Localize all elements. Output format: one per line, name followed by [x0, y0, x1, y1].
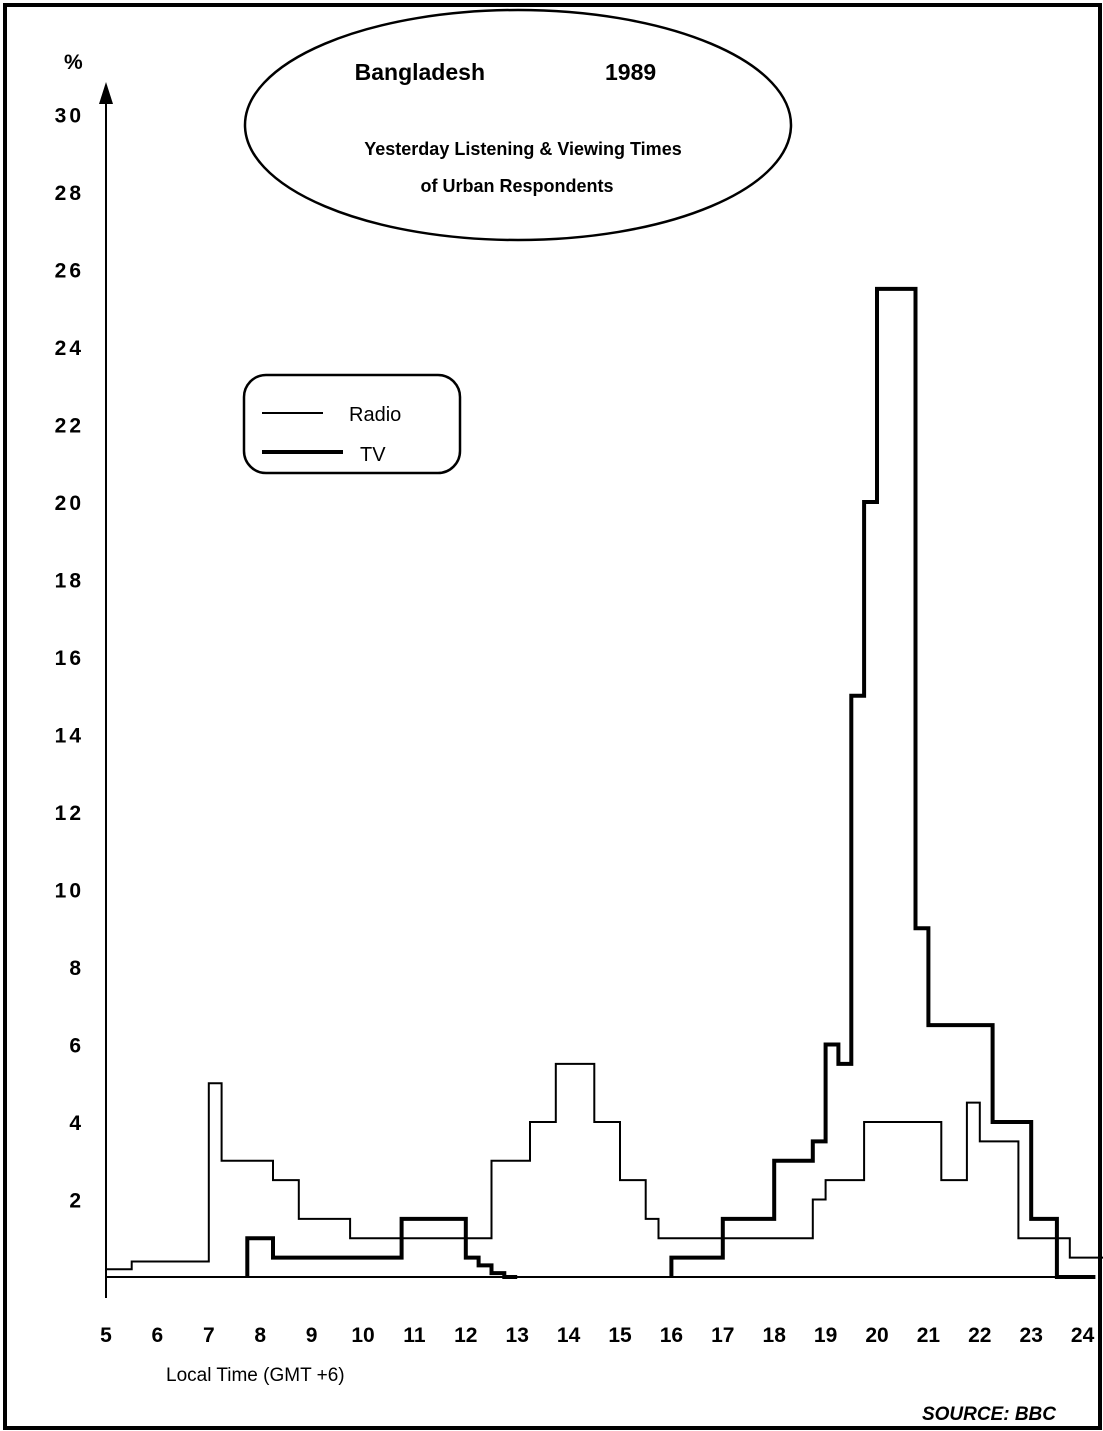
y-axis-unit-label: % [64, 51, 83, 74]
y-tick-label: 10 [55, 880, 84, 903]
y-tick-label: 20 [55, 492, 84, 515]
x-tick-label: 24 [1071, 1324, 1095, 1347]
series-line-tv [245, 286, 1096, 1279]
y-tick-label: 22 [55, 415, 84, 438]
x-tick-label: 8 [254, 1324, 266, 1347]
x-tick-label: 19 [814, 1324, 837, 1347]
legend-label-radio: Radio [349, 404, 401, 426]
y-axis-arrow-icon [99, 82, 113, 104]
title-ellipse [243, 8, 793, 242]
chart-frame [3, 3, 1102, 1430]
x-tick-label: 15 [608, 1324, 632, 1347]
y-tick-label: 18 [55, 570, 84, 593]
legend-label-tv: TV [360, 444, 386, 466]
x-tick-label: 13 [506, 1324, 529, 1347]
x-tick-label: 12 [454, 1324, 477, 1347]
chart-subtitle-line2: of Urban Respondents [420, 176, 613, 196]
x-axis-label: Local Time (GMT +6) [166, 1365, 345, 1386]
x-tick-label: 7 [203, 1324, 215, 1347]
x-tick-label: 22 [968, 1324, 991, 1347]
x-tick-label: 10 [351, 1324, 374, 1347]
y-tick-label: 30 [55, 105, 84, 128]
chart-title: Bangladesh [355, 59, 485, 85]
y-tick-label: 6 [69, 1035, 84, 1058]
chart-subtitle-line1: Yesterday Listening & Viewing Times [364, 139, 681, 159]
y-tick-label: 24 [55, 337, 84, 360]
source-note: SOURCE: BBC [922, 1404, 1056, 1425]
y-tick-label: 2 [69, 1190, 84, 1213]
x-tick-label: 16 [660, 1324, 683, 1347]
x-tick-labels: 567891011121314151617181920212223241 [100, 1324, 1095, 1347]
x-tick-label: 18 [763, 1324, 787, 1347]
y-tick-label: 14 [55, 725, 84, 748]
x-tick-label: 17 [711, 1324, 734, 1347]
series-layer [105, 286, 1103, 1279]
x-tick-label: 14 [557, 1324, 581, 1347]
x-tick-label: 11 [403, 1324, 426, 1347]
y-tick-label: 8 [69, 957, 84, 980]
y-tick-label: 16 [55, 647, 84, 670]
y-tick-label: 12 [55, 802, 84, 825]
x-tick-label: 20 [865, 1324, 888, 1347]
chart-title-year: 1989 [605, 59, 656, 85]
x-tick-label: 9 [306, 1324, 318, 1347]
series-line-radio [105, 1062, 1103, 1277]
y-tick-label: 4 [69, 1112, 84, 1135]
y-tick-label: 28 [55, 182, 84, 205]
x-tick-label: 23 [1020, 1324, 1043, 1347]
x-tick-label: 6 [152, 1324, 164, 1347]
y-tick-label: 26 [55, 260, 84, 283]
legend-box [242, 373, 462, 475]
x-tick-label: 21 [917, 1324, 941, 1347]
x-tick-label: 5 [100, 1324, 112, 1347]
